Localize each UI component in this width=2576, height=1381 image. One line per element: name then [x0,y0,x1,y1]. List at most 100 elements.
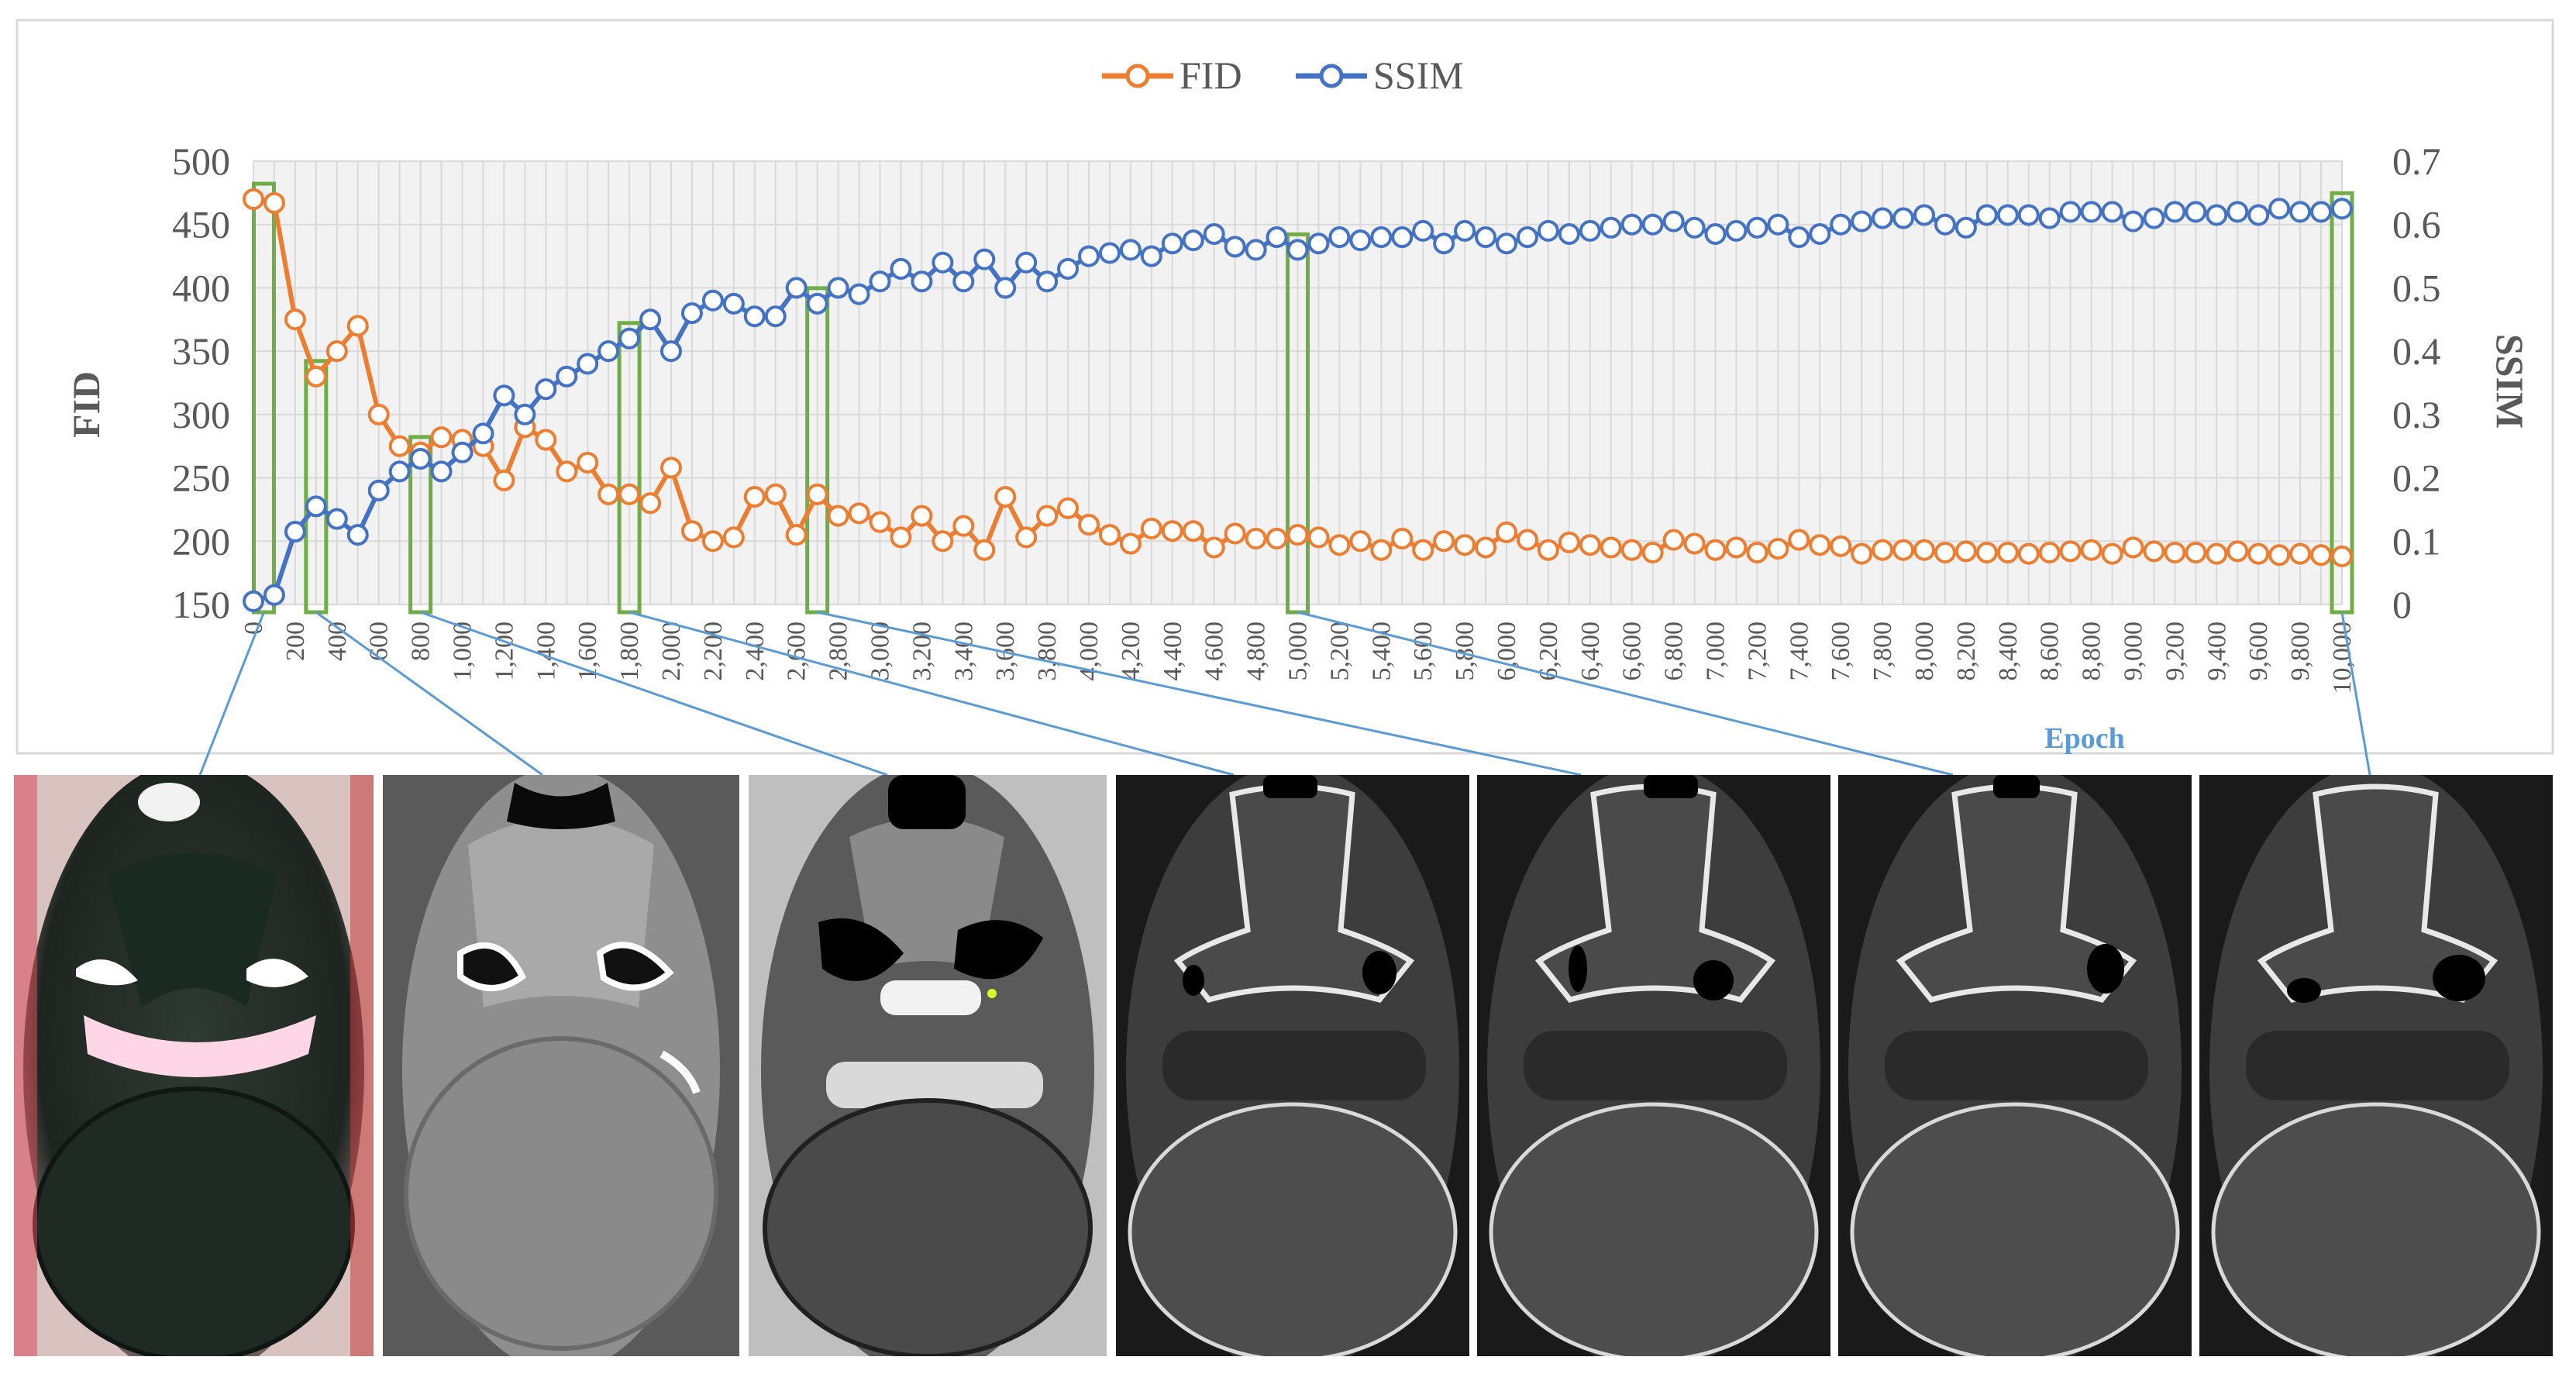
point-ssim [2038,207,2061,229]
x-axis-ticks: 0 200 400 600 800 1,000 1,200 1,400 1,600 1,800 2,… [239,622,2357,694]
point-ssim [1788,226,1810,249]
point-ssim [2247,204,2270,226]
point-fid [1245,528,1267,550]
x-tick-label: 9,800 [2286,622,2315,681]
point-ssim [1996,204,2019,226]
point-fid [1767,538,1789,560]
point-ssim [618,327,641,350]
legend-fid-marker [1125,64,1150,88]
point-fid [577,451,599,474]
connector-line [198,611,265,776]
point-fid [1809,534,1831,556]
point-ssim [1620,213,1643,236]
point-ssim [305,495,327,518]
point-ssim [1913,204,1935,226]
point-ssim [785,277,808,299]
point-fid [1662,529,1685,551]
point-fid [1851,542,1873,565]
point-ssim [577,353,599,375]
left-tick-label: 250 [172,456,230,500]
point-fid [1725,536,1748,559]
point-fid [325,340,348,363]
point-ssim [743,305,766,328]
point-fid [1286,524,1309,546]
x-tick-label: 10,000 [2328,622,2357,694]
x-tick-label: 8,400 [1994,622,2023,681]
right-tick-label: 0.4 [2392,329,2441,373]
point-ssim [660,340,682,363]
point-ssim [932,251,954,274]
x-tick-label: 9,000 [2120,622,2148,681]
point-fid [598,483,620,505]
x-tick-label: 2,600 [783,622,811,681]
point-fid [2331,545,2353,567]
point-ssim [346,524,369,546]
point-ssim [1558,222,1580,245]
point-ssim [1370,226,1393,249]
legend-item-fid: FID [1102,53,1242,97]
scan-panel-5 [1477,775,1830,1356]
right-tick-label: 0.6 [2392,203,2441,246]
point-ssim [556,365,578,387]
point-fid [2017,542,2040,565]
point-ssim [2226,201,2249,223]
left-tick-label: 200 [172,519,230,563]
point-ssim [2206,204,2228,226]
left-axis-title: FID [64,371,108,438]
point-fid [2101,542,2123,565]
point-fid [1433,530,1455,553]
point-ssim [1349,229,1372,252]
point-fid [973,539,996,561]
point-ssim [1579,219,1601,242]
x-tick-label: 6,600 [1618,622,1647,681]
point-ssim [409,448,432,470]
legend-ssim-label: SSIM [1373,53,1464,97]
x-tick-label: 200 [281,622,310,661]
connector-line [817,611,1582,777]
scan-panel-7 [2199,775,2553,1356]
point-ssim [430,460,453,483]
point-fid [764,483,787,505]
connector-line [1297,611,1954,777]
point-fid [1224,522,1246,545]
point-fid [1600,536,1622,559]
point-fid [1641,541,1664,563]
point-ssim [514,403,536,425]
point-fid [430,426,453,449]
point-ssim [952,270,975,293]
point-fid [1057,497,1080,519]
point-ssim [1725,219,1748,242]
point-ssim [1015,251,1038,274]
x-tick-label: 2,200 [699,622,728,681]
point-ssim [598,340,620,363]
point-fid [618,483,641,505]
point-ssim [1036,270,1059,293]
point-ssim [869,270,891,293]
x-tick-label: 5,600 [1409,622,1438,681]
point-ssim [1934,213,1956,236]
point-ssim [284,521,306,543]
point-ssim [848,283,870,305]
point-fid [1015,526,1038,549]
point-fid [1516,529,1538,551]
point-fid [2185,541,2207,563]
point-ssim [1746,216,1768,239]
point-ssim [722,292,745,315]
x-tick-label: 8,600 [2036,622,2065,681]
point-ssim [1161,232,1183,255]
point-fid [1746,541,1768,563]
point-ssim [2017,204,2040,226]
x-tick-label: 4,800 [1242,622,1271,681]
point-fid [1496,521,1517,543]
point-ssim [1662,210,1685,232]
point-fid [743,486,766,508]
point-fid [1954,540,1977,563]
x-tick-label: 4,200 [1117,622,1145,681]
point-ssim [911,270,933,293]
point-fid [680,520,703,542]
point-ssim [451,441,474,463]
x-tick-label: 4,600 [1200,622,1229,681]
point-fid [284,308,306,331]
x-tick-label: 1,200 [490,622,518,681]
x-tick-label: 1,800 [615,622,644,681]
